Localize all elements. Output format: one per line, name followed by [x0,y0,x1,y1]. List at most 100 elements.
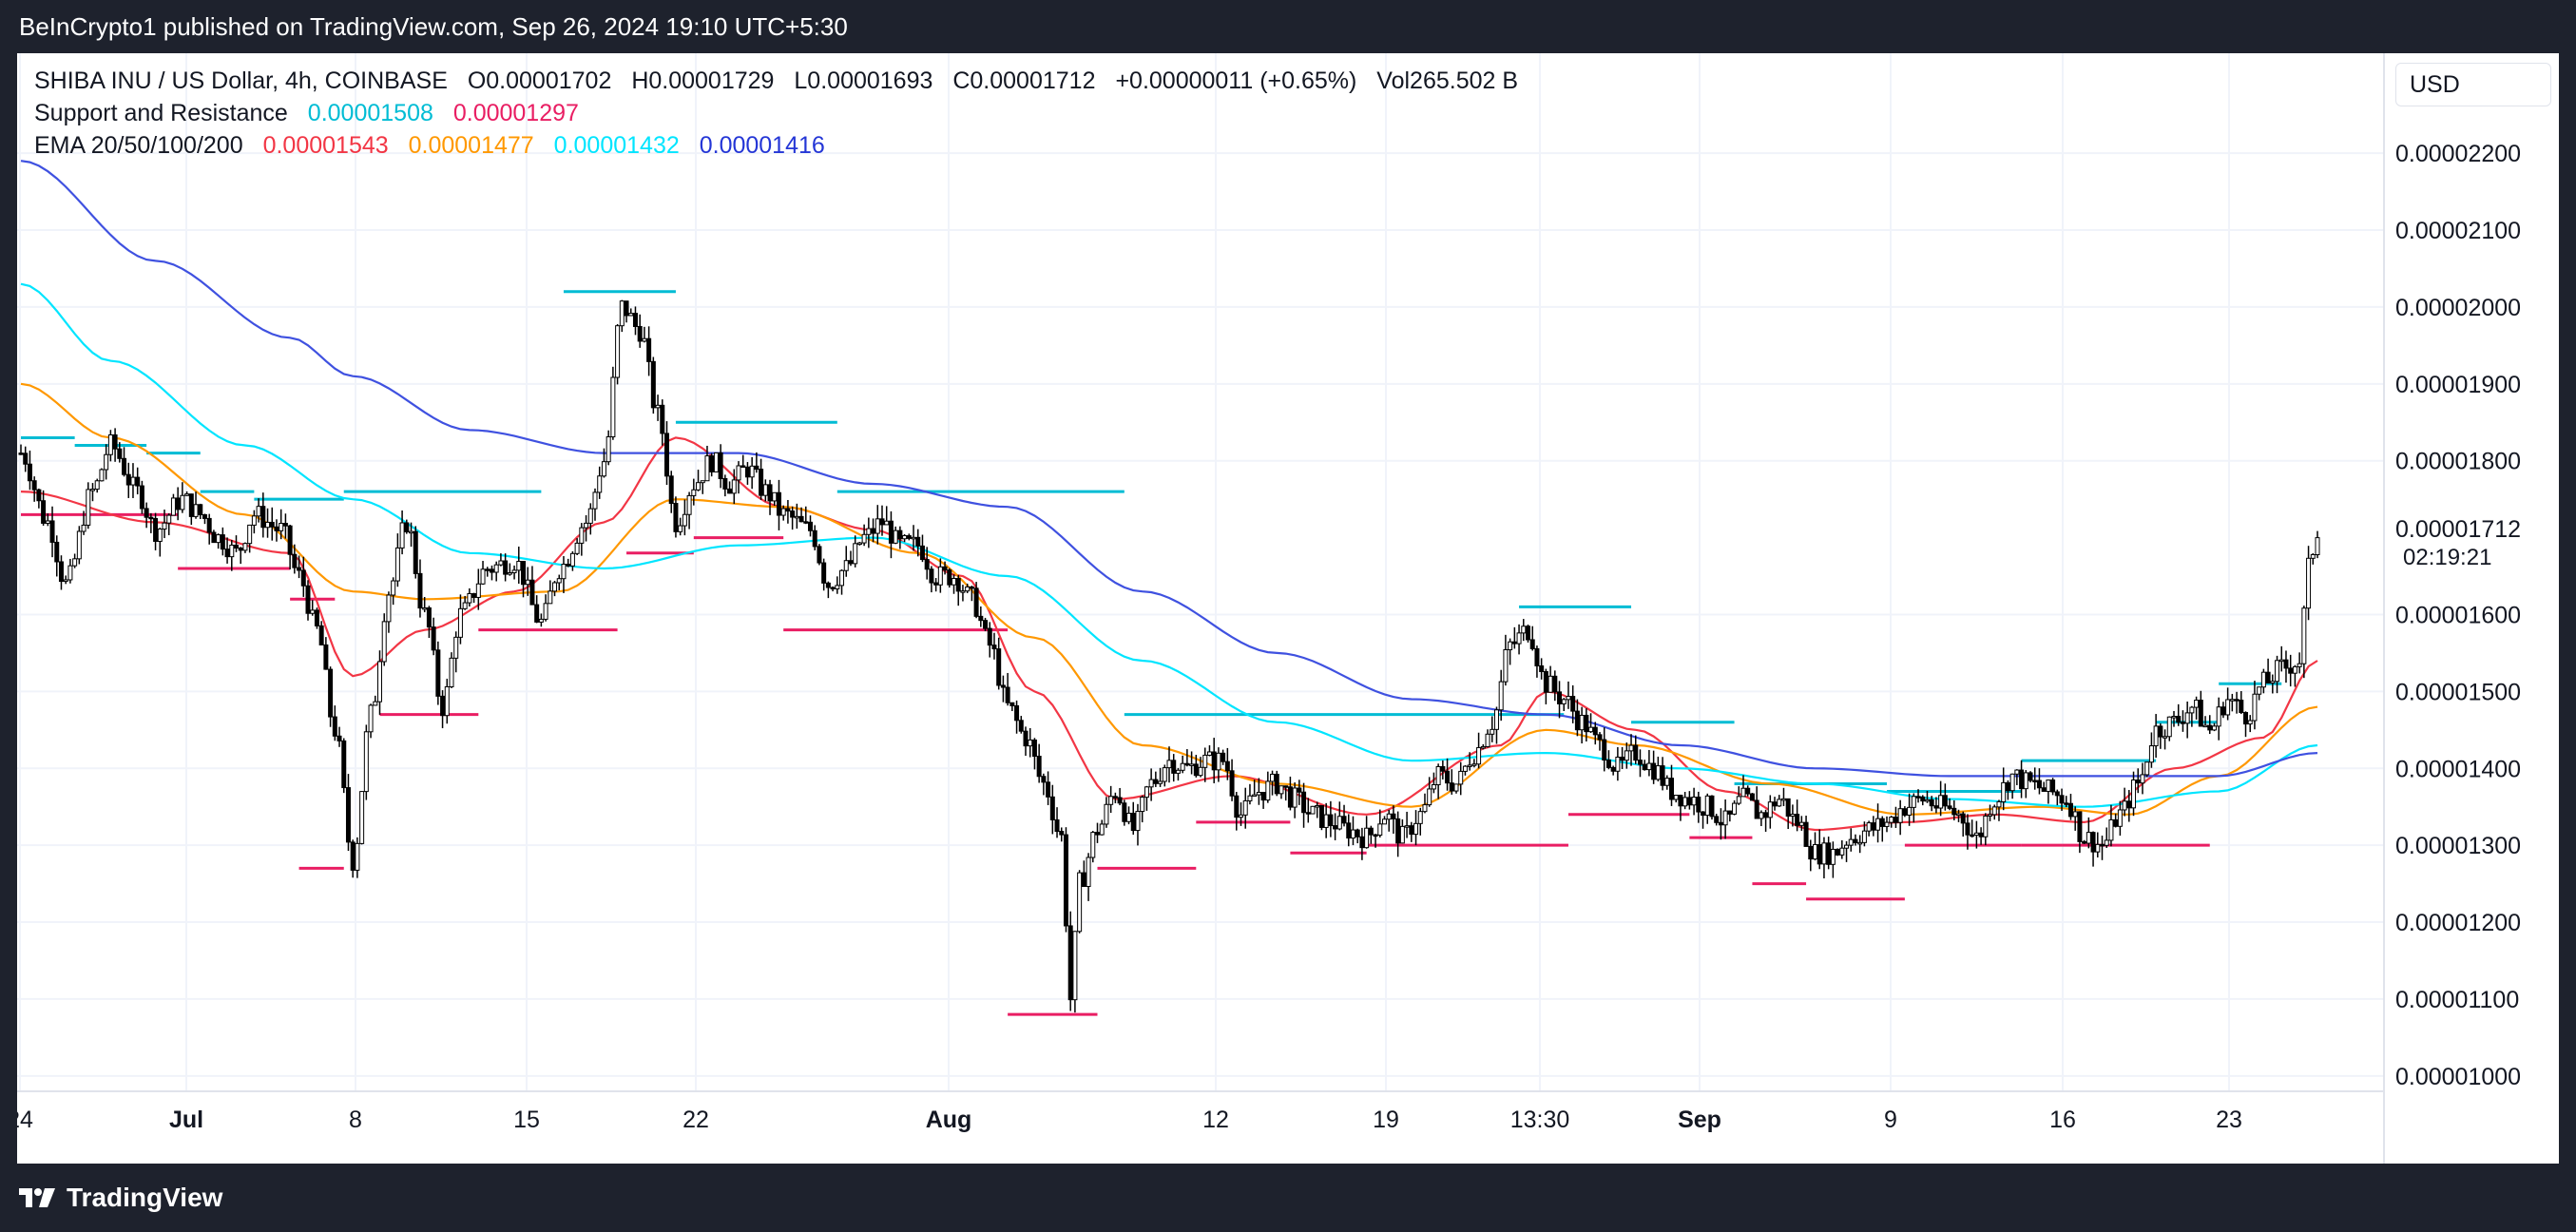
candle-body [709,455,715,472]
time-tick-label: 12 [1202,1107,1229,1133]
candle-body [1417,811,1423,824]
candle-body [1274,773,1279,795]
candle-body [642,337,647,342]
candle-body [1364,827,1370,849]
candle-body [300,569,306,587]
price-chart[interactable]: 0.00002200 0.00002100 0.00002000 0.00001900… [17,53,2559,1164]
ema-line-20 [20,436,2318,832]
candle-body [1081,872,1086,888]
candle-body [1602,739,1607,761]
legend-ema-row[interactable]: EMA 20/50/100/200 0.00001543 0.00001477 … [34,129,1531,162]
candle-body [835,585,840,589]
candle-body [525,579,530,586]
candle-body [2086,832,2091,844]
candle-body [1166,760,1172,769]
candle-body [1453,783,1459,792]
candle-body [457,607,463,638]
candle-body [1938,795,1944,809]
candle-body [1637,760,1643,765]
candle-body [534,604,540,623]
candle-body [808,521,813,531]
legend-ema50: 0.00001477 [408,132,534,159]
candle-body [1368,827,1374,836]
currency-selector[interactable]: USD [2395,63,2551,106]
candle-body [543,603,548,620]
candle-body [2054,791,2060,797]
candle-body [1722,810,1728,826]
candle-body [1391,813,1396,819]
candle-body [1431,784,1436,790]
tradingview-logo[interactable]: TradingView [19,1183,222,1213]
candle-body [1660,765,1665,786]
candle-body [485,568,490,571]
candle-body [1067,925,1073,1001]
candle-body [893,529,898,544]
candle-body [2082,840,2087,844]
price-tick-label: 0.00001600 [2395,602,2521,628]
candle-body [359,791,365,844]
candle-body [1624,750,1629,761]
candle-body [431,626,436,651]
candle-body [1072,931,1078,1001]
candle-body [1490,728,1495,735]
legend-symbol[interactable]: SHIBA INU / US Dollar, 4h, COINBASE [34,67,448,94]
time-tick-label: 13:30 [1510,1107,1570,1133]
candle-body [561,564,567,580]
candle-body [1929,799,1934,807]
candle-body [762,484,768,496]
candle-body [664,433,669,477]
candle-body [1790,814,1796,818]
candle-body [1108,796,1114,805]
candle-body [1651,762,1657,780]
candle-body [1099,823,1105,836]
candle-body [1795,814,1800,826]
candle-body [1031,739,1037,758]
candle-body [911,536,916,540]
candle-body [1879,818,1885,827]
candle-body [341,740,347,789]
candle-body [628,313,634,317]
legend-high: H0.00001729 [631,67,775,94]
candle-body [2301,607,2307,664]
candle-body [1023,730,1028,747]
candle-body [1951,807,1957,816]
candle-body [983,620,989,629]
candle-body [704,455,710,482]
candle-body [937,566,943,586]
candle-body [754,465,759,471]
candle-body [2243,712,2248,725]
candle-body [1239,814,1243,818]
candle-body [996,648,1002,686]
candle-body [224,549,230,558]
candle-body [1970,834,1975,837]
candle-body [2158,725,2163,738]
candle-body [1511,641,1517,645]
candle-body [373,701,378,706]
candle-body [350,841,356,871]
candle-body [1184,762,1190,766]
candle-body [772,491,778,502]
candle-body [821,562,827,584]
candle-body [1404,825,1410,828]
candle-body [947,569,952,586]
candle-body [435,649,441,697]
candle-body [1924,799,1930,802]
candle-body [404,522,410,532]
candle-body [1579,714,1585,731]
candle-body [198,504,203,515]
candle-body [1552,675,1558,693]
candle-body [2100,843,2105,847]
candle-body [130,476,136,486]
candle-body [202,513,207,519]
candle-body [2292,665,2297,674]
candle-body [1171,760,1177,774]
candle-body [507,572,512,575]
time-axis: 24 Jul 8 15 22 Aug 12 19 13:30 Sep 9 16 23 [17,1090,2384,1133]
legend-sr-row[interactable]: Support and Resistance 0.00001508 0.0000… [34,97,1531,129]
candle-body [1395,818,1401,844]
candle-body [1140,797,1145,813]
candle-body [1193,763,1199,777]
candle-body [220,534,225,550]
candle-body [1305,812,1311,815]
candle-body [798,515,804,523]
